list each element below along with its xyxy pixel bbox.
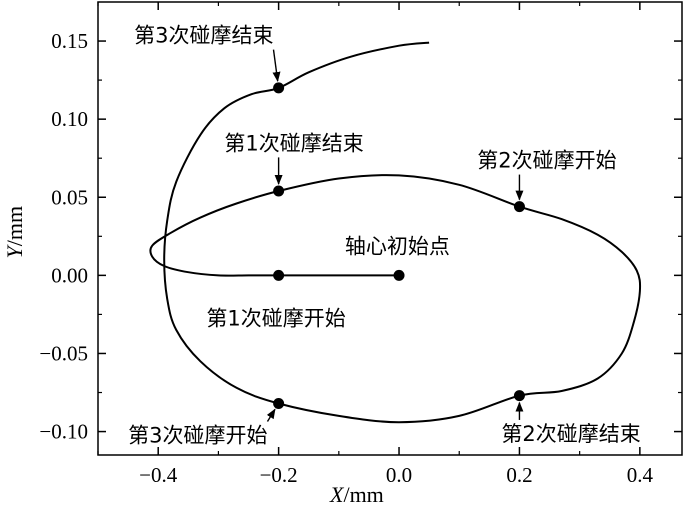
- trajectory-line: [149, 41, 642, 424]
- event-point: [393, 269, 405, 281]
- event-point: [273, 397, 285, 409]
- event-label: 第2次碰摩开始: [477, 149, 616, 173]
- event-label: 第3次碰摩开始: [128, 424, 267, 448]
- event-point: [273, 269, 285, 281]
- y-axis-title: Y/mm: [2, 206, 27, 259]
- event-label: 轴心初始点: [345, 234, 450, 258]
- event-arrow: [272, 49, 281, 82]
- x-tick-label: 0.0: [386, 463, 412, 487]
- plot-frame: [97, 1, 683, 456]
- y-tick-label: 0.15: [51, 29, 88, 53]
- y-tick-label: 0.10: [51, 107, 88, 131]
- y-tick-label: 0.05: [51, 185, 88, 209]
- y-tick-label: −0.10: [39, 420, 88, 444]
- event-label: 第3次碰摩结束: [134, 24, 273, 48]
- x-tick-label: 0.4: [627, 463, 654, 487]
- x-tick-label: −0.2: [260, 463, 298, 487]
- event-point: [273, 185, 285, 197]
- event-point: [513, 201, 525, 213]
- x-tick-label: 0.2: [506, 463, 532, 487]
- y-tick-label: −0.05: [39, 341, 88, 365]
- axis-titles: X/mm Y/mm: [2, 206, 384, 507]
- series: [149, 41, 642, 424]
- y-tick-label: 0.00: [51, 263, 88, 287]
- axes: [97, 1, 683, 456]
- ticks: −0.4 −0.2 0.0 0.2 0.4 −0.10 −0.05 0.00 0.05 0.10 0…: [39, 2, 682, 487]
- event-label: 第1次碰摩结束: [224, 131, 363, 155]
- event-label: 第1次碰摩开始: [206, 306, 345, 330]
- x-tick-label: −0.4: [139, 463, 178, 487]
- event-label: 第2次碰摩结束: [501, 422, 640, 446]
- event-arrow: [266, 408, 276, 422]
- x-axis-title: X/mm: [329, 482, 384, 507]
- event-point: [273, 82, 285, 94]
- event-point: [513, 390, 525, 402]
